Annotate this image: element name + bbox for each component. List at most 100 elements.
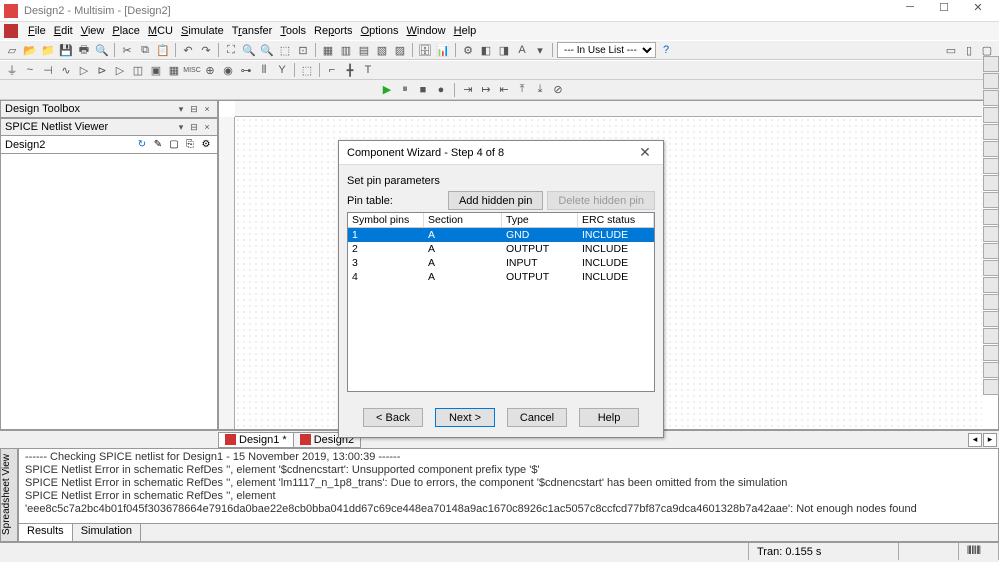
- preview-icon[interactable]: 🔍: [94, 42, 110, 58]
- instr16-icon[interactable]: [983, 311, 999, 327]
- instr18-icon[interactable]: [983, 345, 999, 361]
- cut-icon[interactable]: ✂: [119, 42, 135, 58]
- doc-tab-design1[interactable]: Design1 *: [218, 432, 294, 448]
- instr17-icon[interactable]: [983, 328, 999, 344]
- minimize-button[interactable]: ─: [893, 1, 927, 21]
- paste-icon[interactable]: 📋: [155, 42, 171, 58]
- comp4-icon[interactable]: ▧: [374, 42, 390, 58]
- pane-pin-icon[interactable]: ⊟: [188, 103, 200, 115]
- component-select[interactable]: --- In Use List ---: [557, 42, 656, 58]
- open-icon[interactable]: 📂: [22, 42, 38, 58]
- ic1-icon[interactable]: ◫: [130, 62, 146, 78]
- instr12-icon[interactable]: [983, 243, 999, 259]
- pin-row-3[interactable]: 3 A INPUT INCLUDE: [348, 256, 654, 270]
- tree2-icon[interactable]: ▢: [167, 138, 181, 152]
- tool5-icon[interactable]: ▾: [532, 42, 548, 58]
- comp1-icon[interactable]: ▦: [320, 42, 336, 58]
- instr13-icon[interactable]: [983, 260, 999, 276]
- pin-row-2[interactable]: 2 A OUTPUT INCLUDE: [348, 242, 654, 256]
- misc-icon[interactable]: MISC: [184, 62, 200, 78]
- zoom-full-icon[interactable]: ⛶: [223, 42, 239, 58]
- cap-icon[interactable]: ⊣: [40, 62, 56, 78]
- meter-icon[interactable]: ◉: [220, 62, 236, 78]
- tool4-icon[interactable]: A: [514, 42, 530, 58]
- close-button[interactable]: ✕: [961, 1, 995, 21]
- step1-icon[interactable]: ⇥: [461, 83, 475, 97]
- panel2-icon[interactable]: ▯: [961, 42, 977, 58]
- instr11-icon[interactable]: [983, 226, 999, 242]
- add-hidden-pin-button[interactable]: Add hidden pin: [448, 191, 543, 210]
- tab-results[interactable]: Results: [19, 524, 73, 541]
- stop-icon[interactable]: ■: [416, 83, 430, 97]
- src-icon[interactable]: ⊕: [202, 62, 218, 78]
- instr10-icon[interactable]: [983, 209, 999, 225]
- dialog-close-icon[interactable]: ✕: [635, 144, 655, 161]
- redo-icon[interactable]: ↷: [198, 42, 214, 58]
- pause-icon[interactable]: ⏸: [398, 83, 412, 97]
- bus-icon[interactable]: ⫴: [256, 62, 272, 78]
- opamp-icon[interactable]: ▷: [112, 62, 128, 78]
- new-icon[interactable]: ▱: [4, 42, 20, 58]
- pane-dropdown-icon[interactable]: ▾: [175, 103, 187, 115]
- cancel-button[interactable]: Cancel: [507, 408, 567, 427]
- pin-table[interactable]: Symbol pins Section Type ERC status 1 A …: [347, 212, 655, 392]
- ind-icon[interactable]: ∿: [58, 62, 74, 78]
- diode-icon[interactable]: ▷: [76, 62, 92, 78]
- place1-icon[interactable]: ⬚: [299, 62, 315, 78]
- instr19-icon[interactable]: [983, 362, 999, 378]
- tab-simulation[interactable]: Simulation: [73, 524, 141, 541]
- hier-icon[interactable]: Y: [274, 62, 290, 78]
- step6-icon[interactable]: ⊘: [551, 83, 565, 97]
- db-icon[interactable]: 🗄: [417, 42, 433, 58]
- panel1-icon[interactable]: ▭: [943, 42, 959, 58]
- pin-row-1[interactable]: 1 A GND INCLUDE: [348, 228, 654, 242]
- pane-close-icon[interactable]: ×: [201, 121, 213, 133]
- tree1-icon[interactable]: ✎: [151, 138, 165, 152]
- zoom-fit-icon[interactable]: ⊡: [295, 42, 311, 58]
- record-icon[interactable]: ●: [434, 83, 448, 97]
- instr6-icon[interactable]: [983, 141, 999, 157]
- trans-icon[interactable]: ⊳: [94, 62, 110, 78]
- pane-dropdown-icon[interactable]: ▾: [175, 121, 187, 133]
- instr15-icon[interactable]: [983, 294, 999, 310]
- graph-icon[interactable]: 📊: [435, 42, 451, 58]
- zoom-in-icon[interactable]: 🔍: [241, 42, 257, 58]
- netlist-tree-row[interactable]: Design2 ↻ ✎ ▢ ⎘ ⚙: [0, 136, 218, 154]
- open2-icon[interactable]: 📁: [40, 42, 56, 58]
- menu-view[interactable]: View: [77, 25, 109, 37]
- res-icon[interactable]: ~: [22, 62, 38, 78]
- menu-window[interactable]: Window: [402, 25, 449, 37]
- pin-row-4[interactable]: 4 A OUTPUT INCLUDE: [348, 270, 654, 284]
- step3-icon[interactable]: ⇤: [497, 83, 511, 97]
- next-button[interactable]: Next >: [435, 408, 495, 427]
- back-button[interactable]: < Back: [363, 408, 423, 427]
- tree3-icon[interactable]: ⎘: [183, 138, 197, 152]
- menu-edit[interactable]: Edit: [50, 25, 77, 37]
- menu-tools[interactable]: Tools: [276, 25, 310, 37]
- step2-icon[interactable]: ↦: [479, 83, 493, 97]
- step5-icon[interactable]: ⤓: [533, 83, 547, 97]
- instr9-icon[interactable]: [983, 192, 999, 208]
- copy-icon[interactable]: ⧉: [137, 42, 153, 58]
- pane-pin-icon[interactable]: ⊟: [188, 121, 200, 133]
- tree4-icon[interactable]: ⚙: [199, 138, 213, 152]
- zoom-out-icon[interactable]: 🔍: [259, 42, 275, 58]
- refresh-icon[interactable]: ↻: [135, 138, 149, 152]
- text-icon[interactable]: T: [360, 62, 376, 78]
- instr20-icon[interactable]: [983, 379, 999, 395]
- help-icon[interactable]: ?: [658, 42, 674, 58]
- menu-options[interactable]: Options: [357, 25, 403, 37]
- instr5-icon[interactable]: [983, 124, 999, 140]
- print-icon[interactable]: 🖶: [76, 42, 92, 58]
- pane-close-icon[interactable]: ×: [201, 103, 213, 115]
- step4-icon[interactable]: ⤒: [515, 83, 529, 97]
- instr7-icon[interactable]: [983, 158, 999, 174]
- zoom-area-icon[interactable]: ⬚: [277, 42, 293, 58]
- menu-place[interactable]: Place: [108, 25, 144, 37]
- maximize-button[interactable]: ☐: [927, 1, 961, 21]
- menu-reports[interactable]: Reports: [310, 25, 357, 37]
- save-icon[interactable]: 💾: [58, 42, 74, 58]
- tool3-icon[interactable]: ◨: [496, 42, 512, 58]
- comp2-icon[interactable]: ▥: [338, 42, 354, 58]
- menu-transfer[interactable]: Transfer: [228, 25, 277, 37]
